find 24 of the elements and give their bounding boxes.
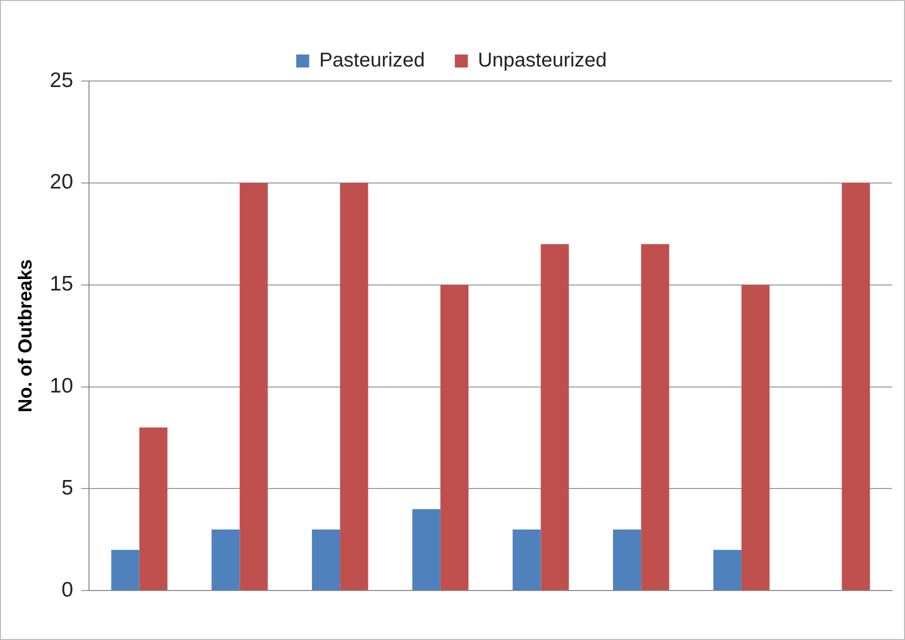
- bar: [111, 550, 140, 590]
- bar: [842, 182, 870, 590]
- bar: [540, 244, 569, 590]
- bar: [741, 284, 770, 590]
- bar: [212, 529, 240, 590]
- y-axis-title: No. of Outbreaks: [16, 259, 37, 412]
- y-tick-label: 20: [50, 170, 74, 194]
- y-tick-label: 15: [50, 272, 74, 296]
- bar: [139, 428, 168, 590]
- bar: [641, 244, 670, 590]
- bar: [240, 182, 268, 590]
- y-tick-label: 0: [61, 578, 74, 602]
- y-tick-label: 25: [50, 68, 74, 92]
- bar: [613, 529, 642, 590]
- bar: [512, 529, 541, 590]
- bar: [340, 182, 368, 590]
- legend-label: Unpasteurized: [478, 50, 607, 72]
- bar: [412, 509, 440, 590]
- y-tick-label: 10: [50, 374, 74, 398]
- legend-label: Pasteurized: [319, 50, 425, 72]
- bar: [440, 284, 468, 590]
- bar: [312, 529, 340, 590]
- bar: [713, 550, 742, 590]
- y-tick-label: 5: [61, 476, 74, 500]
